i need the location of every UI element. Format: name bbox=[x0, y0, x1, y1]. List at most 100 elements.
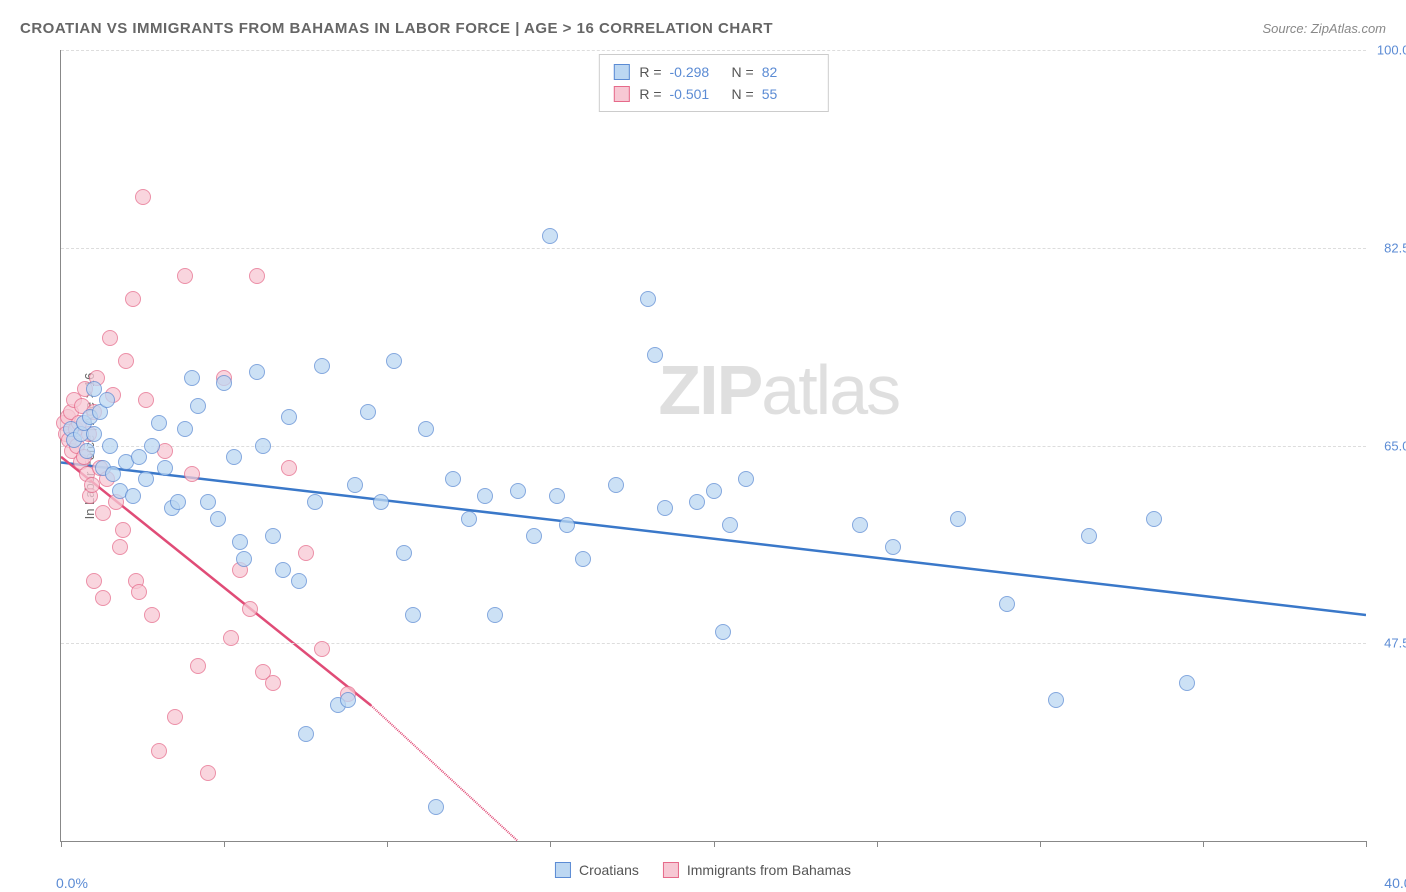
bottom-legend-item: Immigrants from Bahamas bbox=[663, 862, 851, 878]
point-croatian bbox=[477, 488, 493, 504]
legend-swatch bbox=[613, 64, 629, 80]
point-bahamas bbox=[242, 601, 258, 617]
point-croatian bbox=[236, 551, 252, 567]
point-croatian bbox=[232, 534, 248, 550]
point-croatian bbox=[170, 494, 186, 510]
point-croatian bbox=[275, 562, 291, 578]
point-croatian bbox=[1048, 692, 1064, 708]
point-croatian bbox=[608, 477, 624, 493]
point-croatian bbox=[79, 443, 95, 459]
legend-swatch bbox=[555, 862, 571, 878]
point-croatian bbox=[307, 494, 323, 510]
y-tick-label: 100.0% bbox=[1377, 43, 1406, 58]
point-croatian bbox=[549, 488, 565, 504]
bottom-legend: Croatians Immigrants from Bahamas bbox=[555, 862, 851, 878]
point-bahamas bbox=[138, 392, 154, 408]
gridline bbox=[61, 248, 1366, 249]
point-croatian bbox=[177, 421, 193, 437]
point-croatian bbox=[144, 438, 160, 454]
legend-label: Croatians bbox=[579, 862, 639, 878]
point-croatian bbox=[526, 528, 542, 544]
point-croatian bbox=[105, 466, 121, 482]
point-croatian bbox=[418, 421, 434, 437]
legend-swatch bbox=[663, 862, 679, 878]
gridline bbox=[61, 643, 1366, 644]
point-bahamas bbox=[144, 607, 160, 623]
point-bahamas bbox=[131, 584, 147, 600]
point-bahamas bbox=[190, 658, 206, 674]
point-croatian bbox=[852, 517, 868, 533]
x-tick bbox=[550, 841, 551, 847]
point-croatian bbox=[200, 494, 216, 510]
point-bahamas bbox=[314, 641, 330, 657]
point-croatian bbox=[255, 438, 271, 454]
stat-n-label: N = bbox=[732, 83, 754, 105]
x-axis-max-label: 40.0% bbox=[1384, 875, 1406, 891]
point-bahamas bbox=[95, 505, 111, 521]
point-croatian bbox=[950, 511, 966, 527]
point-croatian bbox=[657, 500, 673, 516]
stats-legend-row: R =-0.298N =82 bbox=[613, 61, 813, 83]
x-tick bbox=[714, 841, 715, 847]
x-tick bbox=[224, 841, 225, 847]
point-bahamas bbox=[298, 545, 314, 561]
point-croatian bbox=[102, 438, 118, 454]
x-tick bbox=[1203, 841, 1204, 847]
point-croatian bbox=[99, 392, 115, 408]
point-bahamas bbox=[135, 189, 151, 205]
point-croatian bbox=[216, 375, 232, 391]
point-croatian bbox=[405, 607, 421, 623]
stats-legend-row: R =-0.501N =55 bbox=[613, 83, 813, 105]
point-croatian bbox=[487, 607, 503, 623]
point-bahamas bbox=[167, 709, 183, 725]
point-croatian bbox=[1146, 511, 1162, 527]
point-croatian bbox=[428, 799, 444, 815]
point-croatian bbox=[340, 692, 356, 708]
point-croatian bbox=[1179, 675, 1195, 691]
point-bahamas bbox=[177, 268, 193, 284]
y-tick-label: 82.5% bbox=[1384, 240, 1406, 255]
point-bahamas bbox=[265, 675, 281, 691]
point-bahamas bbox=[112, 539, 128, 555]
point-croatian bbox=[314, 358, 330, 374]
point-bahamas bbox=[223, 630, 239, 646]
point-bahamas bbox=[281, 460, 297, 476]
stat-n-value: 82 bbox=[762, 61, 814, 83]
point-croatian bbox=[722, 517, 738, 533]
stat-r-label: R = bbox=[639, 83, 661, 105]
y-tick-label: 65.0% bbox=[1384, 438, 1406, 453]
point-croatian bbox=[138, 471, 154, 487]
point-croatian bbox=[190, 398, 206, 414]
x-axis-min-label: 0.0% bbox=[56, 875, 88, 891]
point-croatian bbox=[1081, 528, 1097, 544]
point-croatian bbox=[360, 404, 376, 420]
stat-n-label: N = bbox=[732, 61, 754, 83]
stat-r-value: -0.298 bbox=[670, 61, 722, 83]
point-croatian bbox=[706, 483, 722, 499]
point-croatian bbox=[999, 596, 1015, 612]
point-croatian bbox=[265, 528, 281, 544]
x-tick bbox=[1040, 841, 1041, 847]
point-croatian bbox=[131, 449, 147, 465]
x-tick bbox=[61, 841, 62, 847]
y-tick-label: 47.5% bbox=[1384, 636, 1406, 651]
point-bahamas bbox=[200, 765, 216, 781]
point-croatian bbox=[715, 624, 731, 640]
point-croatian bbox=[291, 573, 307, 589]
regression-line-dashed bbox=[371, 705, 518, 841]
point-croatian bbox=[738, 471, 754, 487]
point-croatian bbox=[157, 460, 173, 476]
chart-container: In Labor Force | Age > 16 47.5%65.0%82.5… bbox=[60, 50, 1366, 842]
point-croatian bbox=[281, 409, 297, 425]
point-croatian bbox=[461, 511, 477, 527]
point-croatian bbox=[184, 370, 200, 386]
gridline bbox=[61, 50, 1366, 51]
plot-area: 47.5%65.0%82.5%100.0% bbox=[61, 50, 1366, 841]
point-croatian bbox=[647, 347, 663, 363]
point-bahamas bbox=[184, 466, 200, 482]
bottom-legend-item: Croatians bbox=[555, 862, 639, 878]
point-croatian bbox=[640, 291, 656, 307]
stats-legend: R = -0.298 N = 82R =-0.501N =55 bbox=[598, 54, 828, 112]
point-croatian bbox=[210, 511, 226, 527]
point-croatian bbox=[86, 426, 102, 442]
